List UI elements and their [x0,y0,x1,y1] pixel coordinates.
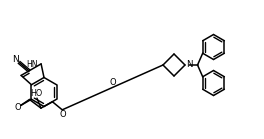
Text: HO: HO [30,89,42,98]
Text: HN: HN [26,60,37,69]
Text: O: O [14,103,21,112]
Text: N: N [186,60,192,69]
Text: N: N [12,54,18,64]
Text: O: O [109,78,116,87]
Text: O: O [60,110,67,119]
